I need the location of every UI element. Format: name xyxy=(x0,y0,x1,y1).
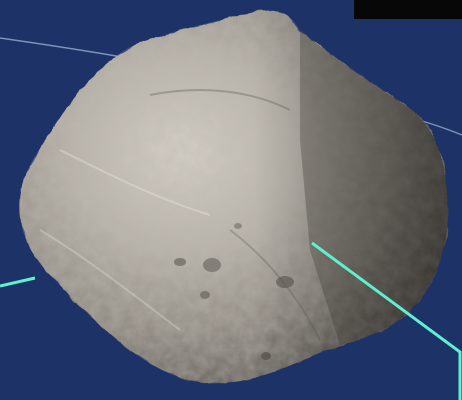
crater xyxy=(234,223,242,229)
pointer-line-right xyxy=(311,241,462,400)
crater xyxy=(347,181,357,189)
crater xyxy=(261,352,271,360)
pointer-line-left xyxy=(0,276,36,288)
crater xyxy=(276,276,294,288)
crater xyxy=(174,258,186,266)
corner-box xyxy=(354,0,462,19)
crater xyxy=(203,258,221,272)
crater xyxy=(200,291,210,299)
orbit-line-left xyxy=(0,37,129,59)
